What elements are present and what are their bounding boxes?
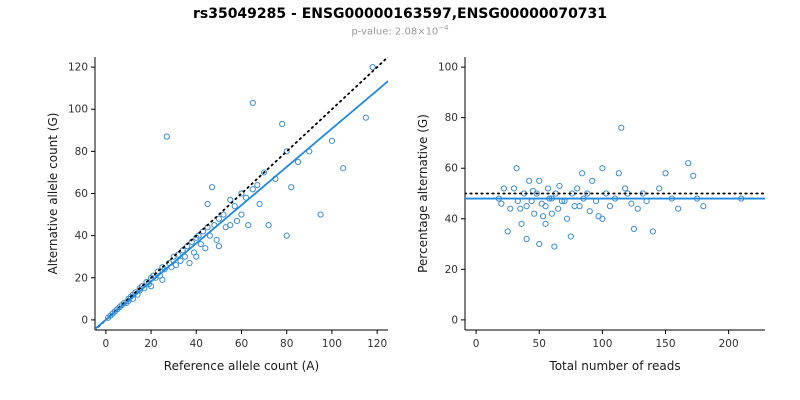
left-scatter-plot: 0 20 40 60 80 100 120 0 20 40 60 80 100 120 Reference … bbox=[0, 48, 410, 400]
svg-text:Reference allele count (A): Reference allele count (A) bbox=[164, 359, 319, 373]
svg-text:0: 0 bbox=[103, 338, 110, 350]
svg-text:Percentage alternative (G): Percentage alternative (G) bbox=[416, 114, 430, 273]
svg-text:100: 100 bbox=[68, 104, 88, 116]
svg-text:0: 0 bbox=[473, 338, 480, 350]
svg-text:120: 120 bbox=[68, 62, 88, 74]
svg-text:120: 120 bbox=[367, 338, 387, 350]
svg-text:60: 60 bbox=[445, 163, 458, 175]
pvalue-text: p-value: 2.08×10 bbox=[351, 26, 439, 38]
svg-text:20: 20 bbox=[445, 264, 458, 276]
svg-text:60: 60 bbox=[235, 338, 248, 350]
svg-text:100: 100 bbox=[322, 338, 342, 350]
svg-text:100: 100 bbox=[592, 338, 612, 350]
svg-text:80: 80 bbox=[280, 338, 293, 350]
svg-text:200: 200 bbox=[719, 338, 739, 350]
svg-text:60: 60 bbox=[75, 188, 88, 200]
svg-text:40: 40 bbox=[445, 213, 458, 225]
svg-text:50: 50 bbox=[533, 338, 546, 350]
charts-container: 0 20 40 60 80 100 120 0 20 40 60 80 100 120 Reference … bbox=[0, 48, 800, 400]
pvalue-exponent: −4 bbox=[438, 24, 449, 32]
pvalue-subtitle: p-value: 2.08×10−4 bbox=[0, 22, 800, 37]
svg-text:20: 20 bbox=[144, 338, 157, 350]
svg-text:Total number of reads: Total number of reads bbox=[548, 359, 680, 373]
svg-text:0: 0 bbox=[81, 314, 88, 326]
svg-text:40: 40 bbox=[75, 230, 88, 242]
svg-text:20: 20 bbox=[75, 272, 88, 284]
svg-text:0: 0 bbox=[451, 314, 458, 326]
svg-text:40: 40 bbox=[190, 338, 203, 350]
page-title: rs35049285 - ENSG00000163597,ENSG0000007… bbox=[192, 6, 608, 22]
svg-text:Alternative allele count (G): Alternative allele count (G) bbox=[46, 113, 60, 275]
svg-text:80: 80 bbox=[445, 112, 458, 124]
allele-count-scatter: 0 20 40 60 80 100 120 0 20 40 60 80 100 120 Reference … bbox=[46, 57, 388, 373]
right-scatter-plot: 0 50 100 150 200 0 20 40 60 80 100 Total number of … bbox=[410, 48, 800, 400]
svg-text:80: 80 bbox=[75, 146, 88, 158]
percentage-alternative-scatter: 0 50 100 150 200 0 20 40 60 80 100 Total number of … bbox=[416, 57, 765, 373]
chart-header: rs35049285 - ENSG00000163597,ENSG0000007… bbox=[0, 0, 800, 48]
svg-text:150: 150 bbox=[655, 338, 675, 350]
svg-text:100: 100 bbox=[438, 62, 458, 74]
